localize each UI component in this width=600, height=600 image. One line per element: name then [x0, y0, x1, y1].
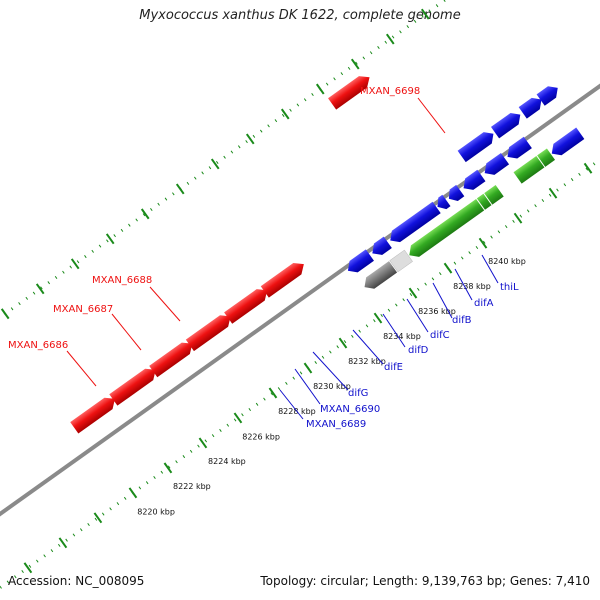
- feature-mxan-6688[interactable]: [260, 258, 308, 298]
- accession-text: Accession: NC_008095: [8, 574, 145, 588]
- major-tick: [23, 562, 33, 574]
- label-mxan-6698[interactable]: MXAN_6698: [360, 86, 420, 97]
- tick-labels: 8220 kbp 8222 kbp 8224 kbp 8226 kbp 8228…: [137, 257, 526, 516]
- major-tick: [385, 33, 395, 45]
- feature-mxan-6687[interactable]: [224, 285, 271, 324]
- feature-red-6[interactable]: [70, 393, 119, 434]
- tick-label-8220: 8220 kbp: [137, 507, 175, 516]
- genome-backbone: [0, 54, 600, 546]
- red-gene-labels: MXAN_6698 MXAN_6688 MXAN_6687 MXAN_6686: [8, 86, 420, 351]
- tick-row-inner: [0, 103, 600, 594]
- major-tick: [478, 237, 488, 249]
- major-tick: [233, 412, 243, 424]
- feature-blue-l3[interactable]: [386, 201, 441, 246]
- major-tick: [105, 233, 115, 245]
- feature-blue-u2[interactable]: [490, 109, 524, 139]
- major-tick: [93, 512, 103, 524]
- feature-mxan-6690[interactable]: [389, 249, 413, 273]
- major-tick: [140, 208, 150, 220]
- label-difD[interactable]: difD: [408, 345, 429, 356]
- major-tick: [163, 462, 173, 474]
- feature-difE[interactable]: [476, 193, 492, 210]
- feature-mxan-6698[interactable]: [328, 72, 374, 110]
- feature-blue-l8[interactable]: [503, 136, 532, 163]
- major-tick: [280, 108, 290, 120]
- feature-difC[interactable]: [513, 156, 545, 184]
- tick-label-8234: 8234 kbp: [383, 332, 421, 341]
- label-mxan-6690[interactable]: MXAN_6690: [320, 404, 380, 415]
- label-mxan-6687[interactable]: MXAN_6687: [53, 304, 113, 315]
- major-tick: [513, 212, 523, 224]
- feature-blue-l1[interactable]: [344, 249, 374, 276]
- feature-blue-u4[interactable]: [536, 82, 562, 106]
- major-tick: [175, 183, 185, 195]
- label-difB[interactable]: difB: [452, 315, 472, 326]
- feature-blue-l4[interactable]: [433, 194, 451, 213]
- feature-difD[interactable]: [484, 185, 504, 205]
- tick-label-8232: 8232 kbp: [348, 357, 386, 366]
- feature-mxan-6686[interactable]: [109, 364, 159, 406]
- major-tick: [420, 8, 430, 20]
- major-tick: [245, 133, 255, 145]
- major-tick: [70, 258, 80, 270]
- red-leader-lines: [66, 97, 446, 387]
- feature-difG[interactable]: [405, 198, 485, 261]
- blue-features-upper: [457, 82, 562, 163]
- feature-mxan-6689[interactable]: [360, 261, 398, 293]
- tick-label-8238: 8238 kbp: [453, 282, 491, 291]
- label-difG[interactable]: difG: [348, 388, 368, 399]
- label-mxan-6688[interactable]: MXAN_6688: [92, 275, 152, 286]
- genome-summary-text: Topology: circular; Length: 9,139,763 bp…: [260, 574, 590, 588]
- feature-blue-u1[interactable]: [457, 128, 498, 163]
- major-tick: [583, 162, 593, 174]
- major-tick: [350, 58, 360, 70]
- blue-leader-lines: [279, 254, 499, 420]
- genome-title: Myxococcus xanthus DK 1622, complete gen…: [139, 8, 461, 23]
- major-tick: [58, 537, 68, 549]
- label-difE[interactable]: difE: [384, 362, 403, 373]
- tick-label-8236: 8236 kbp: [418, 307, 456, 316]
- feature-blue-l7[interactable]: [481, 152, 510, 179]
- tick-label-8222: 8222 kbp: [173, 482, 211, 491]
- feature-red-2[interactable]: [149, 338, 196, 378]
- feature-red-3[interactable]: [185, 311, 235, 352]
- red-features: [70, 72, 374, 434]
- major-tick: [315, 83, 325, 95]
- major-tick: [338, 337, 348, 349]
- major-tick: [35, 283, 45, 295]
- tick-label-8224: 8224 kbp: [208, 457, 246, 466]
- label-thiL[interactable]: thiL: [500, 282, 519, 293]
- tick-label-8230: 8230 kbp: [313, 382, 351, 391]
- feature-difB[interactable]: [537, 148, 556, 167]
- tick-label-8240: 8240 kbp: [488, 257, 526, 266]
- feature-blue-u3[interactable]: [518, 94, 546, 119]
- blue-gene-labels: thiL difA difB difC difD difE difG MXAN_…: [306, 282, 519, 430]
- label-difA[interactable]: difA: [474, 298, 494, 309]
- major-tick: [408, 287, 418, 299]
- tick-label-8226: 8226 kbp: [242, 432, 280, 441]
- label-difC[interactable]: difC: [430, 330, 450, 341]
- major-tick: [548, 187, 558, 199]
- major-tick: [128, 487, 138, 499]
- major-tick: [0, 308, 10, 320]
- blue-features-lower: [344, 136, 532, 276]
- feature-blue-l6[interactable]: [459, 169, 486, 194]
- feature-blue-l2[interactable]: [368, 236, 392, 259]
- label-mxan-6689[interactable]: MXAN_6689: [306, 419, 366, 430]
- major-tick: [373, 312, 383, 324]
- feature-blue-l5[interactable]: [445, 184, 465, 205]
- major-tick: [303, 362, 313, 374]
- major-tick: [210, 158, 220, 170]
- dif-cluster: [360, 127, 585, 293]
- major-tick: [443, 262, 453, 274]
- major-tick: [268, 387, 278, 399]
- feature-difA[interactable]: [548, 127, 585, 160]
- label-mxan-6686[interactable]: MXAN_6686: [8, 340, 68, 351]
- major-tick: [198, 437, 208, 449]
